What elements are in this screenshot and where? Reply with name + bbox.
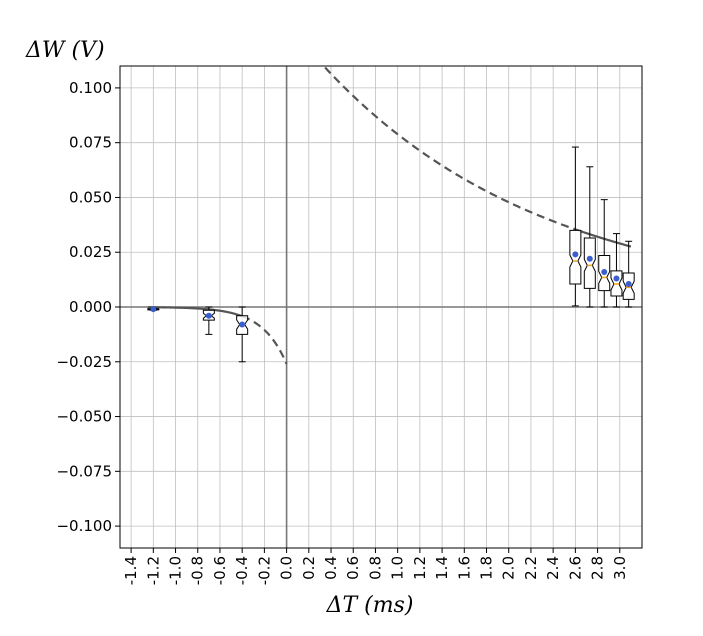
y-tick-label: 0.000 xyxy=(69,298,112,316)
zero-lines xyxy=(120,66,642,548)
x-tick-label: 1.2 xyxy=(411,556,429,580)
box-plot xyxy=(610,233,623,308)
box-plots xyxy=(147,146,635,363)
x-tick-label: -0.8 xyxy=(189,556,207,585)
fit-curve-positive-solid xyxy=(575,228,632,248)
x-tick-label: 0.2 xyxy=(300,556,318,580)
x-tick-label: -1.2 xyxy=(144,556,162,585)
y-tick-label: −0.075 xyxy=(56,462,112,480)
x-tick-label: 2.0 xyxy=(500,556,518,580)
y-tick-label: 0.025 xyxy=(69,243,112,261)
fit-curves xyxy=(147,66,632,365)
y-tick-label: 0.050 xyxy=(69,188,112,206)
y-tick-label: −0.050 xyxy=(56,408,112,426)
box-plot xyxy=(598,199,611,308)
box-plot xyxy=(202,306,215,335)
fit-curve-negative-solid xyxy=(147,306,243,318)
x-tick-label: -0.6 xyxy=(211,556,229,585)
x-tick-label: -0.2 xyxy=(255,556,273,585)
x-tick-label: 0.0 xyxy=(278,556,296,580)
x-tick-label: 1.0 xyxy=(389,556,407,580)
box-body xyxy=(583,237,596,289)
box-plot xyxy=(147,306,160,313)
mean-marker xyxy=(601,268,608,275)
x-tick-label: 1.4 xyxy=(433,556,451,580)
x-tick-label: 2.2 xyxy=(522,556,540,580)
box-plot xyxy=(622,240,635,308)
x-tick-label: -0.4 xyxy=(233,556,251,585)
mean-marker xyxy=(613,275,620,282)
mean-marker xyxy=(586,255,593,262)
x-axis-label: ΔT (ms) xyxy=(326,593,414,618)
x-tick-label: -1.4 xyxy=(122,556,140,585)
y-axis-ticks: −0.100 −0.075 −0.050 −0.025 0.000 0.025 0.050 0… xyxy=(56,79,120,535)
fit-curve-positive-dashed xyxy=(324,66,576,231)
x-tick-label: 0.4 xyxy=(322,556,340,580)
x-tick-label: 1.8 xyxy=(478,556,496,580)
box-plot xyxy=(569,146,582,307)
x-tick-label: 2.4 xyxy=(544,556,562,580)
box-plot xyxy=(583,166,596,308)
y-tick-label: 0.100 xyxy=(69,79,112,97)
x-tick-label: 0.6 xyxy=(344,556,362,580)
mean-marker xyxy=(150,306,157,313)
y-tick-label: 0.075 xyxy=(69,134,112,152)
mean-marker xyxy=(239,321,246,328)
x-tick-label: 1.6 xyxy=(455,556,473,580)
mean-marker xyxy=(572,251,579,258)
fit-curve-negative-dashed xyxy=(241,315,288,365)
y-axis-label: ΔW (V) xyxy=(25,38,105,63)
x-tick-label: 2.8 xyxy=(589,556,607,580)
x-tick-label: 3.0 xyxy=(611,556,629,580)
x-tick-label: 2.6 xyxy=(566,556,584,580)
x-tick-label: -1.0 xyxy=(167,556,185,585)
mean-marker xyxy=(625,280,632,287)
x-axis-ticks: -1.4 -1.2 -1.0 -0.8 -0.6 -0.4 -0.2 0.0 0.2 0.4 0.6… xyxy=(122,548,629,585)
y-tick-label: −0.100 xyxy=(56,517,112,535)
y-tick-label: −0.025 xyxy=(56,353,112,371)
x-tick-label: 0.8 xyxy=(366,556,384,580)
mean-marker xyxy=(205,312,212,319)
box-plot xyxy=(236,306,249,363)
